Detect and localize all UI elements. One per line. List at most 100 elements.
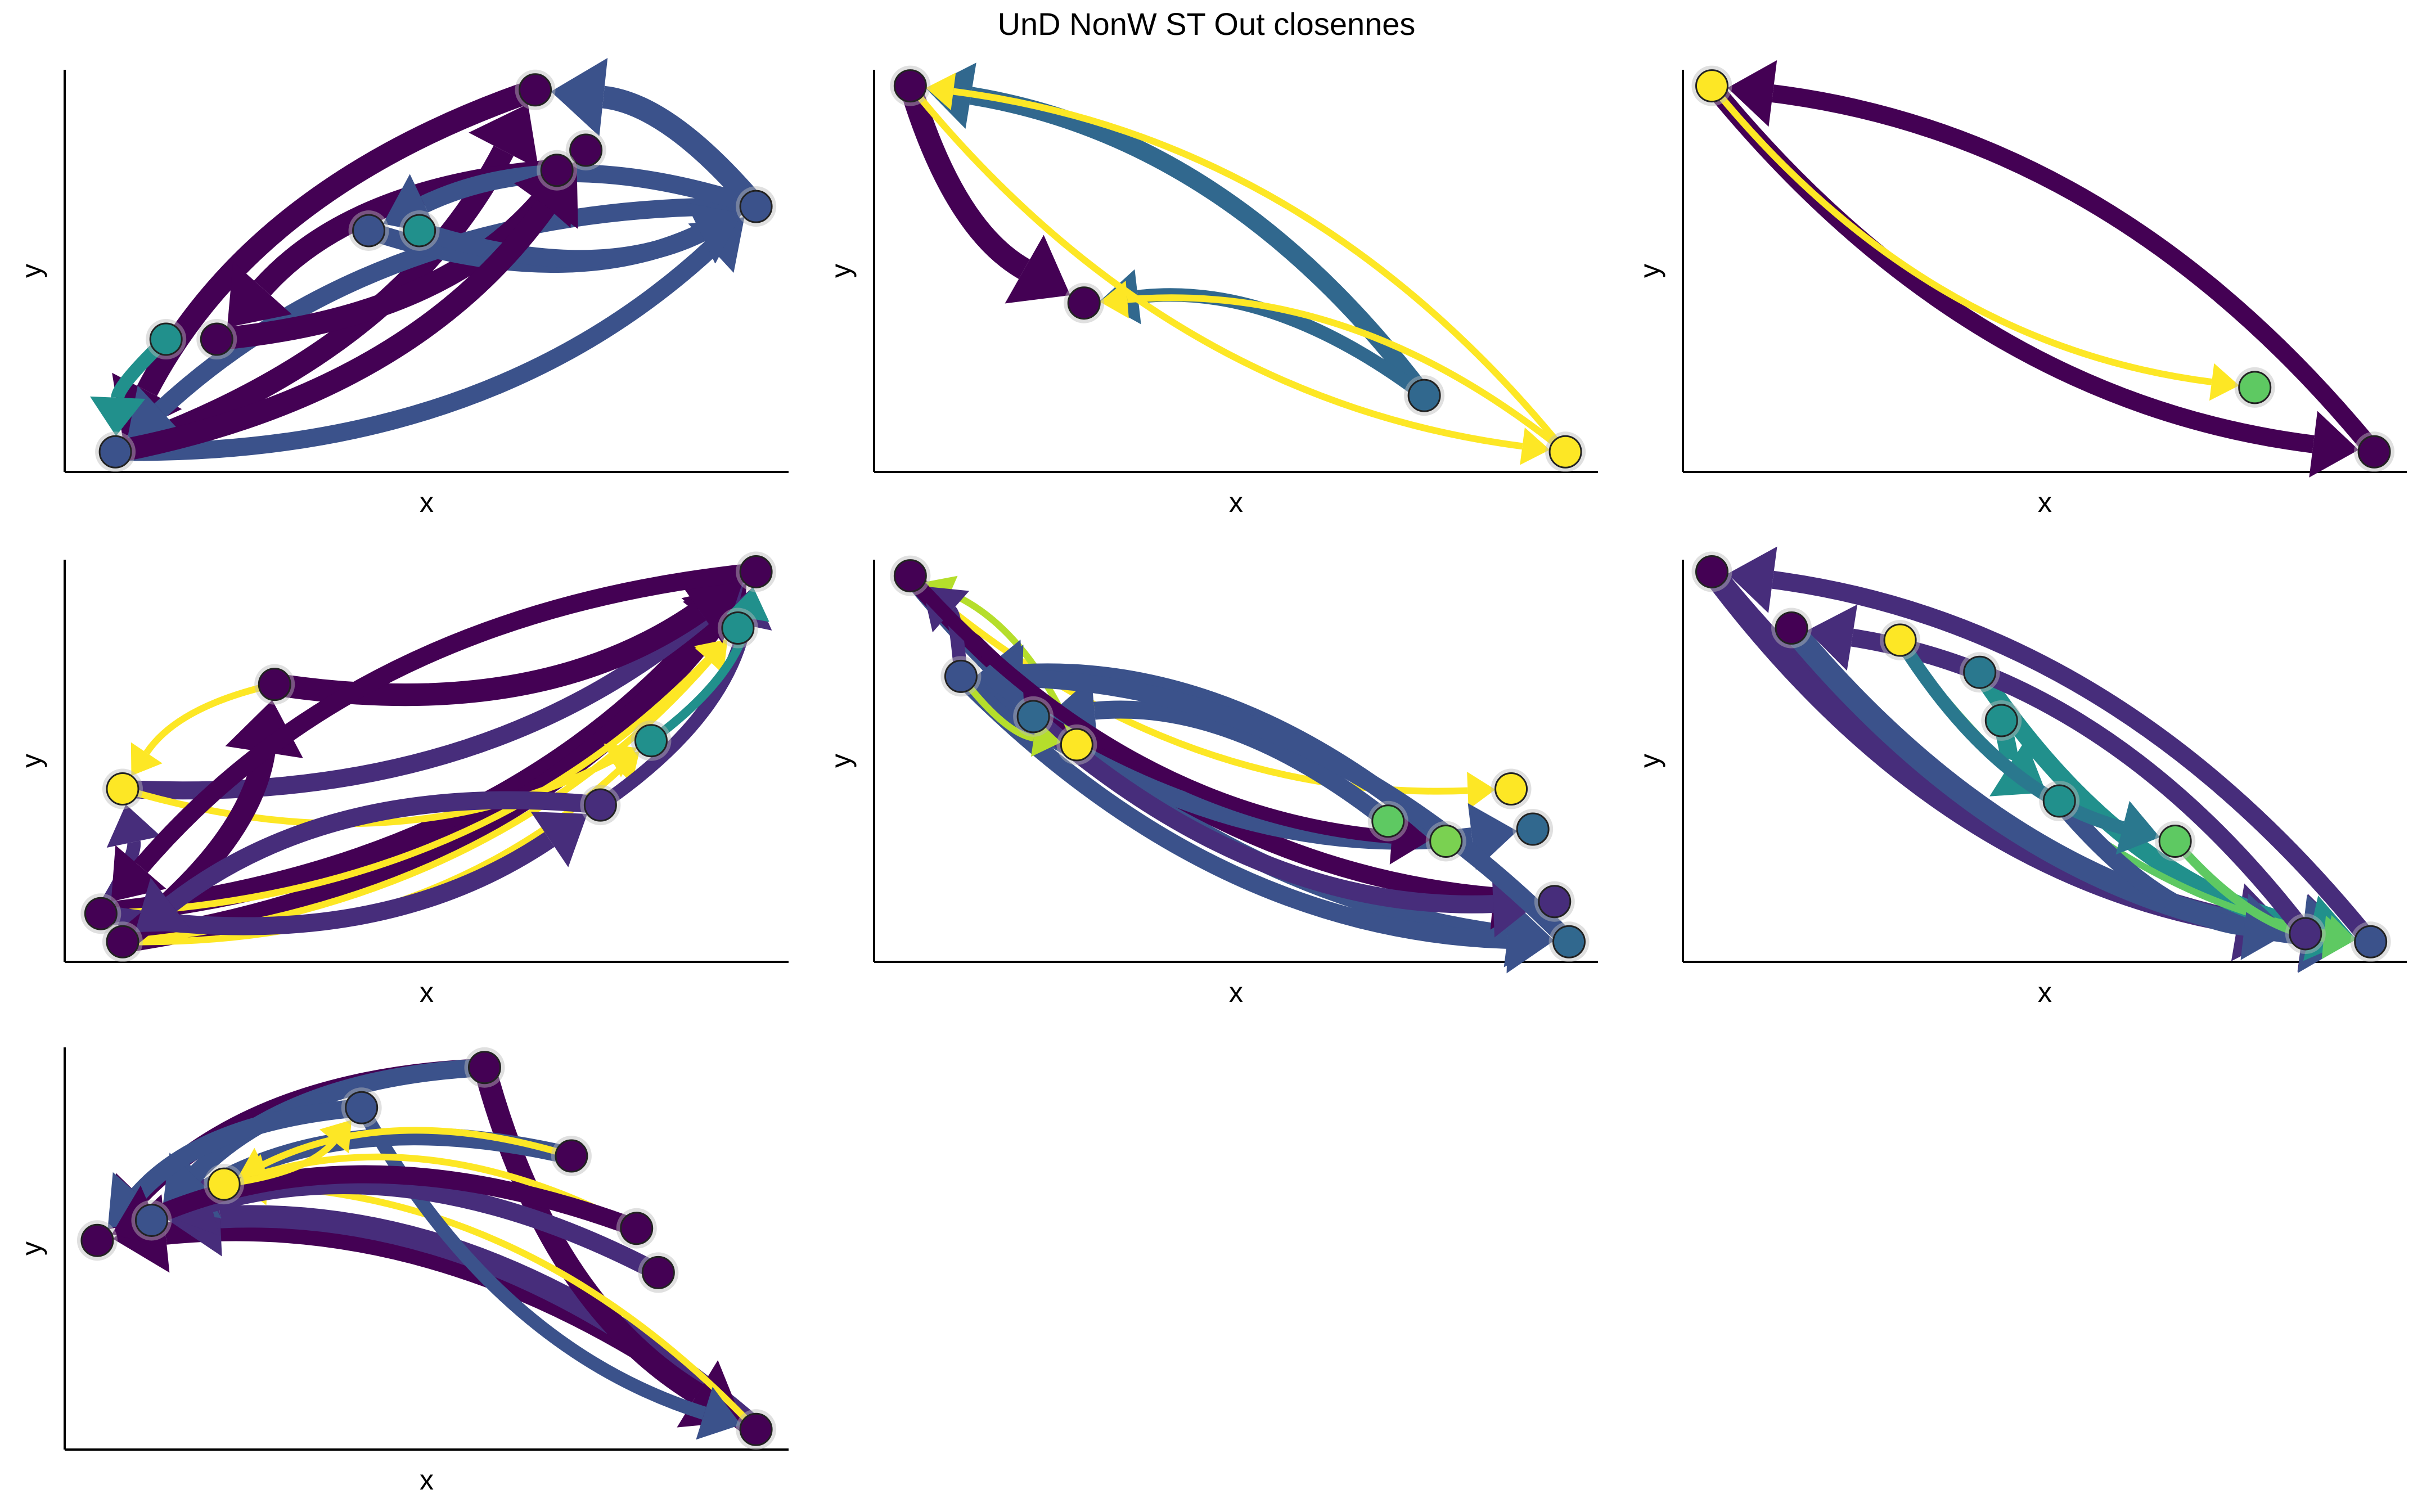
edges	[95, 562, 772, 953]
node	[893, 69, 927, 103]
node	[1016, 700, 1050, 734]
edge	[907, 83, 1523, 450]
edge-arrowhead	[604, 743, 637, 777]
edge-arrowhead	[319, 1119, 352, 1154]
node	[1371, 804, 1405, 838]
edges	[90, 57, 765, 463]
y-axis-label: y	[16, 264, 47, 278]
node	[583, 788, 617, 822]
edges	[903, 570, 1575, 974]
edge	[143, 681, 276, 755]
edge	[223, 1139, 337, 1188]
node	[620, 1212, 654, 1245]
node	[2357, 435, 2391, 469]
edge-arrowhead	[696, 1387, 741, 1440]
edge	[969, 87, 1431, 401]
edge	[261, 1127, 573, 1168]
node	[106, 925, 139, 958]
node	[569, 133, 603, 167]
y-axis-label: y	[825, 264, 857, 278]
edge	[474, 1064, 704, 1403]
y-axis-label: y	[16, 754, 47, 768]
edge	[1709, 83, 2212, 386]
node	[84, 897, 118, 930]
y-axis-label: y	[16, 1241, 47, 1256]
edge-arrowhead	[130, 742, 163, 776]
node	[2289, 917, 2322, 951]
node	[944, 659, 978, 693]
edge	[1093, 700, 1394, 829]
node	[352, 214, 386, 248]
node	[2354, 925, 2388, 958]
node	[134, 1203, 168, 1237]
node	[634, 724, 668, 758]
edges	[1703, 546, 2378, 973]
node	[2158, 825, 2192, 858]
edge	[165, 791, 602, 912]
edge	[1127, 294, 1568, 454]
x-axis-label: x	[2038, 976, 2052, 1008]
edge	[115, 241, 717, 461]
node	[721, 611, 755, 645]
node	[1494, 772, 1528, 806]
node	[555, 1139, 588, 1173]
edge-arrowhead	[1506, 906, 1554, 974]
edge-arrowhead	[695, 640, 728, 673]
node	[80, 1223, 114, 1257]
panel: xy	[16, 57, 789, 518]
node	[1775, 611, 1808, 645]
edge	[187, 1058, 485, 1182]
edge	[953, 88, 1568, 454]
node	[1552, 925, 1586, 958]
node	[519, 73, 552, 107]
edge-arrowhead	[1467, 772, 1496, 810]
node	[2042, 784, 2076, 818]
edges	[899, 62, 1568, 465]
edge-arrowhead	[469, 104, 539, 169]
edge	[215, 194, 550, 350]
node	[345, 1091, 379, 1124]
node	[739, 1412, 773, 1446]
panel: xy	[16, 1047, 789, 1496]
node	[1067, 286, 1101, 320]
x-axis-label: x	[2038, 487, 2052, 518]
y-axis-label: y	[1634, 264, 1665, 278]
node	[403, 214, 436, 248]
edge-arrowhead	[2209, 363, 2239, 401]
y-axis-label: y	[1634, 754, 1665, 768]
panel: xy	[825, 62, 1598, 518]
edge-arrowhead	[1727, 60, 1777, 127]
edge	[1771, 570, 2378, 948]
node	[98, 435, 132, 469]
node	[1060, 728, 1093, 762]
edge-arrowhead	[686, 203, 742, 264]
edge-arrowhead	[1520, 428, 1550, 465]
edge-arrowhead	[2309, 411, 2359, 478]
x-axis-label: x	[420, 487, 434, 518]
edge	[1851, 628, 2313, 939]
node	[641, 1256, 675, 1289]
node	[258, 668, 291, 701]
node	[149, 322, 183, 356]
node	[200, 322, 233, 356]
panel: xy	[1634, 546, 2407, 1008]
edge	[899, 82, 1030, 279]
x-axis-label: x	[420, 1464, 434, 1496]
edge-arrowhead	[227, 262, 292, 328]
node	[1548, 435, 1582, 469]
node	[739, 190, 773, 223]
node	[1963, 655, 1997, 689]
figure-title: UnD NonW ST Out closennes	[998, 6, 1416, 42]
y-axis-label: y	[825, 754, 857, 768]
edge	[131, 1099, 363, 1201]
node	[1695, 69, 1728, 103]
edge-arrowhead	[976, 645, 1024, 712]
node	[540, 154, 574, 187]
node	[2238, 371, 2272, 404]
node	[1516, 812, 1550, 846]
edge	[1771, 84, 2382, 458]
edge-arrowhead	[926, 73, 956, 110]
panel: xy	[1634, 60, 2407, 518]
